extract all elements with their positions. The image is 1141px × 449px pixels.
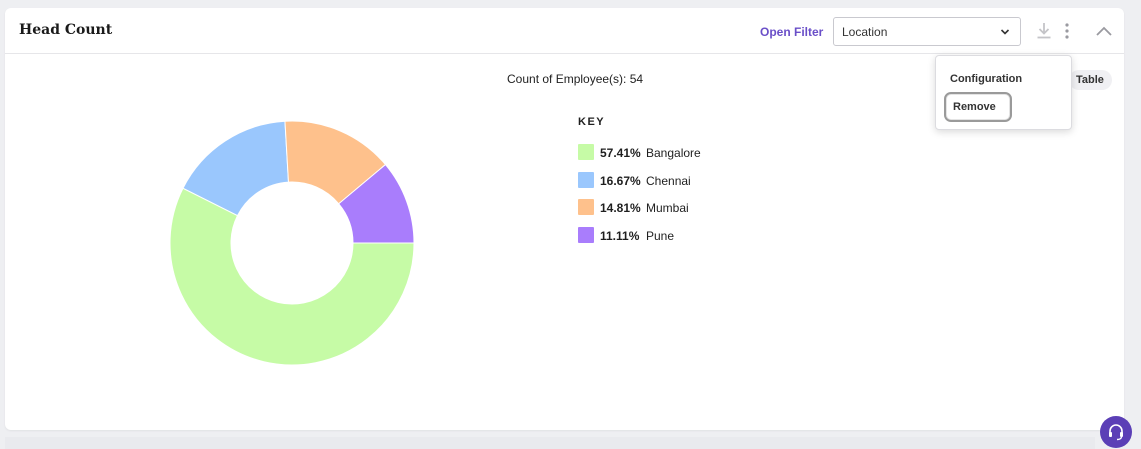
- legend-label: Pune: [646, 228, 675, 243]
- chevron-up-icon[interactable]: [1095, 25, 1113, 37]
- head-count-widget: Head Count Open Filter Location Count of…: [5, 8, 1124, 430]
- widget-options-menu: Configuration Remove: [935, 55, 1072, 130]
- headset-icon: [1109, 424, 1123, 441]
- next-widget-edge: [5, 437, 1095, 449]
- kebab-icon[interactable]: [1062, 22, 1072, 40]
- chevron-down-icon: [1000, 29, 1010, 35]
- download-icon[interactable]: [1036, 22, 1052, 40]
- legend-percent: 16.67%: [600, 173, 641, 188]
- legend-percent: 57.41%: [600, 146, 641, 160]
- location-select[interactable]: Location: [833, 17, 1021, 46]
- legend-swatch: [578, 199, 594, 215]
- widget-title: Head Count: [19, 22, 113, 38]
- open-filter-link[interactable]: Open Filter: [760, 25, 824, 39]
- location-select-value: Location: [842, 25, 888, 39]
- widget-header: Head Count Open Filter Location: [5, 8, 1124, 54]
- menu-item-configuration[interactable]: Configuration: [950, 73, 1023, 85]
- support-button[interactable]: [1100, 416, 1132, 448]
- donut-slice-bangalore[interactable]: [169, 187, 415, 366]
- legend-swatch: [578, 144, 594, 160]
- legend-label: Bangalore: [646, 146, 701, 160]
- legend-swatch: [578, 226, 594, 243]
- legend-label: Chennai: [646, 173, 691, 188]
- legend-title: KEY: [578, 116, 606, 128]
- menu-item-remove[interactable]: Remove: [944, 92, 1012, 122]
- table-view-toggle[interactable]: Table: [1069, 70, 1112, 90]
- donut-slice-pune[interactable]: [338, 163, 415, 244]
- legend-percent: 11.11%: [600, 228, 640, 243]
- employee-count-label: Count of Employee(s): 54: [507, 72, 644, 86]
- legend-swatch: [578, 171, 594, 188]
- legend-percent: 14.81%: [600, 201, 641, 215]
- legend-label: Mumbai: [646, 201, 689, 215]
- donut-chart: [169, 120, 415, 366]
